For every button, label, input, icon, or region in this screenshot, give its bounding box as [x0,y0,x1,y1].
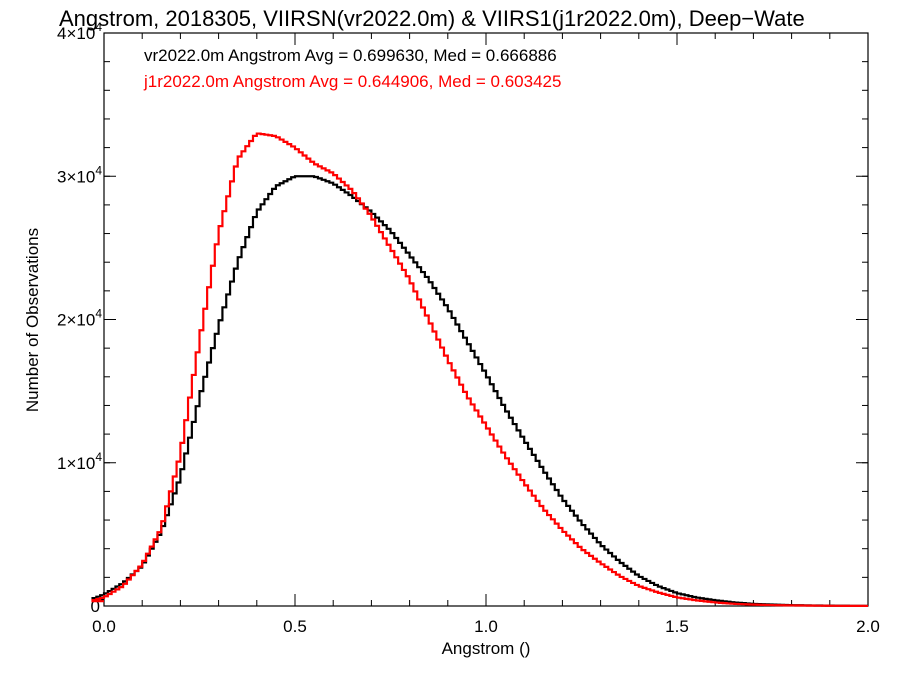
series-layer [91,132,868,608]
x-axis-label: Angstrom () [442,639,531,658]
x-tick-label: 1.0 [474,617,498,636]
y-tick-label: 0 [91,597,100,616]
y-tick-label: 3×104 [57,163,102,186]
x-tick-label: 0.0 [92,617,116,636]
x-tick-label: 2.0 [856,617,880,636]
x-tick-label: 0.5 [283,617,307,636]
y-axis-label: Number of Observations [23,228,42,412]
annotations: vr2022.0m Angstrom Avg = 0.699630, Med =… [143,46,561,91]
y-tick-label: 2×104 [57,307,102,330]
x-tick-label: 1.5 [665,617,689,636]
plot-area: 0.0 0.5 1.0 1.5 2.0 0 1×104 2×104 3×104 4×104 [57,20,880,636]
axis-ticks: 0.0 0.5 1.0 1.5 2.0 0 1×104 2×104 3×104 4×104 [57,20,880,636]
stats-annotation: j1r2022.0m Angstrom Avg = 0.644906, Med … [143,72,561,91]
chart-title: Angstrom, 2018305, VIIRSN(vr2022.0m) & V… [59,6,805,31]
y-tick-label: 1×104 [57,450,102,473]
stats-annotation: vr2022.0m Angstrom Avg = 0.699630, Med =… [144,46,557,65]
series-line-0 [91,175,868,607]
y-tick-label: 4×104 [57,20,102,43]
series-line-1 [91,132,868,608]
